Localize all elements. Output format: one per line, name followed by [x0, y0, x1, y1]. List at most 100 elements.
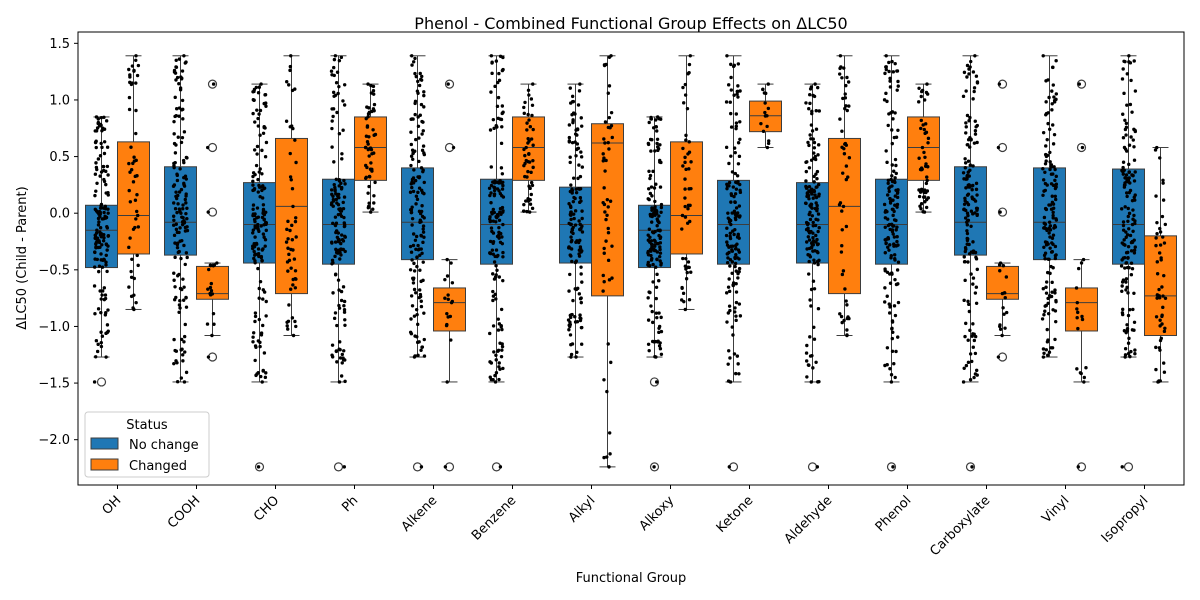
data-point: [417, 340, 421, 344]
data-point: [419, 188, 424, 193]
data-point: [330, 145, 334, 149]
data-point: [890, 320, 895, 324]
data-point: [530, 183, 535, 188]
data-point: [343, 234, 347, 239]
data-point: [422, 311, 426, 315]
data-point: [579, 300, 583, 305]
x-tick-label: COOH: [165, 493, 203, 531]
data-point: [1157, 251, 1162, 255]
data-point: [571, 111, 576, 115]
data-point: [646, 187, 651, 191]
data-point: [1163, 222, 1168, 227]
x-tick-label: Alkoxy: [637, 493, 678, 534]
data-point: [128, 170, 132, 174]
data-point: [251, 228, 256, 232]
data-point: [888, 201, 893, 205]
data-point: [100, 145, 104, 150]
x-tick-label: CHO: [251, 493, 282, 524]
data-point: [568, 272, 572, 277]
data-point: [1127, 162, 1131, 167]
data-point: [183, 197, 188, 202]
data-point: [104, 119, 109, 123]
data-point: [173, 348, 177, 353]
data-point: [184, 295, 188, 300]
data-point: [445, 380, 449, 384]
data-point: [409, 250, 414, 254]
data-point: [573, 196, 577, 201]
data-point: [291, 283, 295, 287]
data-point: [493, 84, 497, 89]
data-point: [765, 145, 770, 150]
data-point: [919, 207, 923, 211]
data-point: [731, 283, 735, 287]
data-point: [686, 260, 691, 264]
data-point: [416, 115, 420, 119]
data-point: [734, 112, 739, 116]
data-point: [488, 375, 492, 379]
data-point: [888, 85, 893, 89]
data-point: [499, 212, 503, 216]
data-point: [500, 68, 505, 73]
data-point: [490, 210, 494, 215]
data-point: [409, 130, 413, 134]
data-point: [1046, 257, 1050, 261]
data-point: [728, 264, 732, 268]
data-point: [659, 352, 664, 356]
data-point: [845, 75, 849, 80]
data-point: [571, 225, 575, 230]
data-point: [733, 171, 738, 176]
data-point: [688, 54, 692, 58]
data-point: [333, 240, 338, 244]
data-point: [181, 203, 185, 207]
data-point: [727, 349, 731, 353]
data-point: [577, 292, 582, 296]
data-point: [338, 248, 342, 252]
data-point: [1133, 193, 1137, 197]
data-point: [804, 186, 809, 190]
data-point: [653, 205, 657, 209]
data-point: [727, 180, 732, 185]
data-point: [686, 204, 691, 208]
data-point: [1052, 132, 1057, 137]
data-point: [92, 380, 97, 384]
data-point: [816, 153, 820, 157]
data-point: [410, 258, 414, 262]
data-point: [926, 141, 930, 145]
y-tick-label: 1.0: [49, 93, 70, 108]
data-point: [92, 265, 97, 269]
data-point: [725, 243, 730, 247]
data-point: [845, 108, 849, 113]
data-point: [93, 172, 98, 176]
data-point: [893, 203, 897, 207]
data-point: [894, 228, 898, 232]
data-point: [653, 213, 657, 217]
data-point: [128, 75, 132, 79]
data-point: [445, 257, 449, 262]
data-point: [1042, 313, 1046, 317]
data-point: [656, 145, 660, 149]
data-point: [414, 194, 419, 198]
data-point: [680, 213, 685, 218]
data-point: [330, 262, 334, 266]
data-point: [373, 180, 377, 185]
data-point: [286, 237, 290, 241]
data-point: [499, 354, 504, 359]
data-point: [580, 216, 584, 221]
data-point: [808, 133, 812, 137]
data-point: [570, 259, 574, 264]
data-point: [1001, 306, 1005, 310]
data-point: [183, 322, 187, 327]
data-point: [1155, 272, 1160, 276]
data-point: [840, 228, 844, 232]
data-point: [135, 73, 140, 78]
data-point: [330, 258, 335, 263]
data-point: [333, 215, 338, 219]
data-point: [962, 70, 967, 75]
data-point: [174, 65, 178, 69]
data-point: [253, 226, 257, 230]
data-point: [94, 161, 98, 165]
data-point: [421, 120, 425, 124]
x-tick-label: Aldehyde: [782, 493, 836, 547]
data-point: [652, 238, 657, 243]
data-point: [922, 190, 926, 195]
